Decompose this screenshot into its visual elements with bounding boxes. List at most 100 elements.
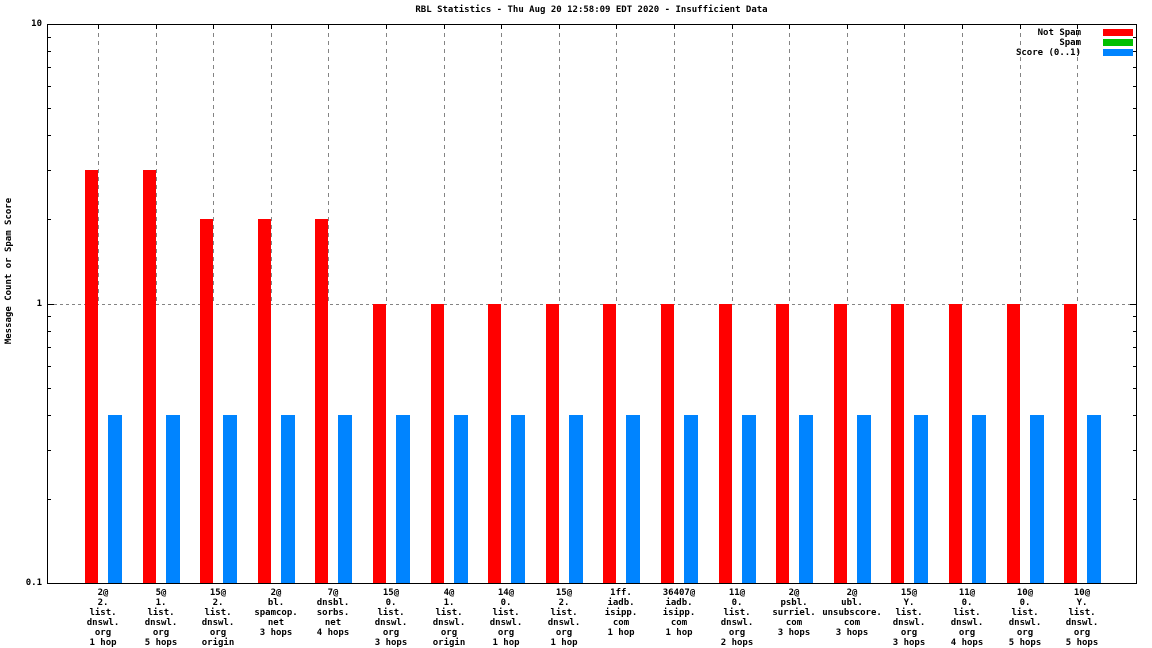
bar-not-spam — [85, 170, 98, 583]
grid-vline — [904, 25, 905, 304]
x-tick-label-line: dnswl. — [892, 618, 926, 628]
x-tick-label: 14@ 0. list. dnswl. org 1 hop — [456, 588, 556, 648]
x-tick-label-line: dnswl. — [432, 618, 466, 628]
legend-swatch-not-spam — [1103, 29, 1133, 36]
bar-not-spam — [200, 219, 213, 583]
grid-vline — [156, 25, 157, 304]
x-tick-label-line: iadb. — [607, 598, 635, 608]
x-tick-label-line: org — [958, 628, 976, 638]
y-minor-tick-left — [48, 86, 51, 87]
x-tick-label-line: org — [555, 628, 573, 638]
y-tick-right — [1130, 24, 1136, 25]
x-tick-label-line: 3 hops — [835, 628, 869, 638]
bar-score-0-1 — [742, 415, 756, 583]
bar-score-0-1 — [1087, 415, 1101, 583]
bar-not-spam — [776, 304, 789, 583]
x-top-tick — [213, 25, 214, 29]
x-tick-label-line: org — [1073, 628, 1091, 638]
x-tick-label-line: list. — [204, 608, 232, 618]
x-tick-label-line: com — [843, 618, 861, 628]
x-tick-label-line: 0. — [961, 598, 973, 608]
x-top-tick — [616, 25, 617, 29]
bar-not-spam — [373, 304, 386, 583]
y-tick-right — [1130, 583, 1136, 584]
x-tick-label-line: 11@ — [958, 588, 976, 598]
x-tick-label-line: dnswl. — [1065, 618, 1099, 628]
y-minor-tick-right — [1133, 51, 1136, 52]
y-tick-left — [48, 304, 54, 305]
legend-label: Spam — [1059, 38, 1081, 48]
y-minor-tick-right — [1133, 347, 1136, 348]
x-tick-label-line: net — [267, 618, 285, 628]
x-tick-label-line: 5@ — [155, 588, 167, 598]
y-minor-tick-right — [1133, 450, 1136, 451]
grid-vline — [559, 25, 560, 304]
y-minor-tick-right — [1133, 331, 1136, 332]
x-tick-label-line: 0. — [500, 598, 512, 608]
bar-score-0-1 — [569, 415, 583, 583]
x-tick-label-line: unsubscore. — [822, 608, 882, 618]
bar-score-0-1 — [166, 415, 180, 583]
x-tick-label-line: list. — [895, 608, 923, 618]
plot-border-bottom — [47, 583, 1137, 584]
x-tick-label-line: dnswl. — [720, 618, 754, 628]
x-tick-label-line: 2 hops — [720, 638, 754, 648]
x-tick-label: 10@ 0. list. dnswl. org 5 hops — [975, 588, 1075, 648]
y-minor-tick-left — [48, 347, 51, 348]
x-tick-label-line: dnswl. — [144, 618, 178, 628]
x-tick-label-line: org — [440, 628, 458, 638]
y-tick-label: 0.1 — [25, 578, 42, 588]
x-tick-label: 15@ 0. list. dnswl. org 3 hops — [341, 588, 441, 648]
bar-score-0-1 — [396, 415, 410, 583]
grid-vline — [98, 25, 99, 304]
bar-not-spam — [949, 304, 962, 583]
x-tick-label-line: dnswl. — [201, 618, 235, 628]
x-tick-label: 2@ ubl. unsubscore. com 3 hops — [802, 588, 902, 638]
x-tick-label-line: iadb. — [665, 598, 693, 608]
y-minor-tick-right — [1133, 67, 1136, 68]
x-tick-label-line: sorbs. — [316, 608, 350, 618]
plot-border-left — [47, 24, 48, 584]
x-top-tick — [444, 25, 445, 29]
x-tick-label: 5@ 1. list. dnswl. org 5 hops — [111, 588, 211, 648]
x-tick-label-line: 2@ — [97, 588, 109, 598]
y-minor-tick-left — [48, 450, 51, 451]
y-minor-tick-right — [1133, 86, 1136, 87]
y-tick-right — [1130, 304, 1136, 305]
x-tick-label-line: list. — [89, 608, 117, 618]
bar-score-0-1 — [338, 415, 352, 583]
bar-not-spam — [661, 304, 674, 583]
x-top-tick — [904, 25, 905, 29]
x-tick-label-line: dnswl. — [950, 618, 984, 628]
x-tick-label-line: 1ff. — [610, 588, 632, 598]
x-tick-label-line: dnswl. — [374, 618, 408, 628]
x-tick-label-line: org — [152, 628, 170, 638]
y-minor-tick-left — [48, 108, 51, 109]
x-tick-label-line: 7@ — [327, 588, 339, 598]
bar-not-spam — [546, 304, 559, 583]
x-tick-label-line: 5 hops — [1065, 638, 1099, 648]
y-minor-tick-right — [1133, 170, 1136, 171]
x-tick-label: 36407@ iadb. isipp. com 1 hop — [629, 588, 729, 638]
bar-score-0-1 — [281, 415, 295, 583]
grid-vline — [328, 25, 329, 304]
y-minor-tick-right — [1133, 499, 1136, 500]
x-tick-label-line: 3 hops — [777, 628, 811, 638]
x-tick-label-line: 0. — [1019, 598, 1031, 608]
x-top-tick — [156, 25, 157, 29]
x-tick-label-line: bl. — [267, 598, 285, 608]
grid-vline — [386, 25, 387, 304]
y-minor-tick-right — [1133, 37, 1136, 38]
y-minor-tick-left — [48, 219, 51, 220]
grid-vline — [674, 25, 675, 304]
y-minor-tick-left — [48, 51, 51, 52]
x-tick-label-line: 36407@ — [662, 588, 696, 598]
x-tick-label-line: 1 hop — [607, 628, 635, 638]
bar-not-spam — [143, 170, 156, 583]
x-tick-label-line: dnswl. — [547, 618, 581, 628]
x-tick-label-line: dnsbl. — [316, 598, 350, 608]
grid-vline — [962, 25, 963, 304]
x-tick-label-line: 4 hops — [950, 638, 984, 648]
x-tick-label-line: dnswl. — [489, 618, 523, 628]
